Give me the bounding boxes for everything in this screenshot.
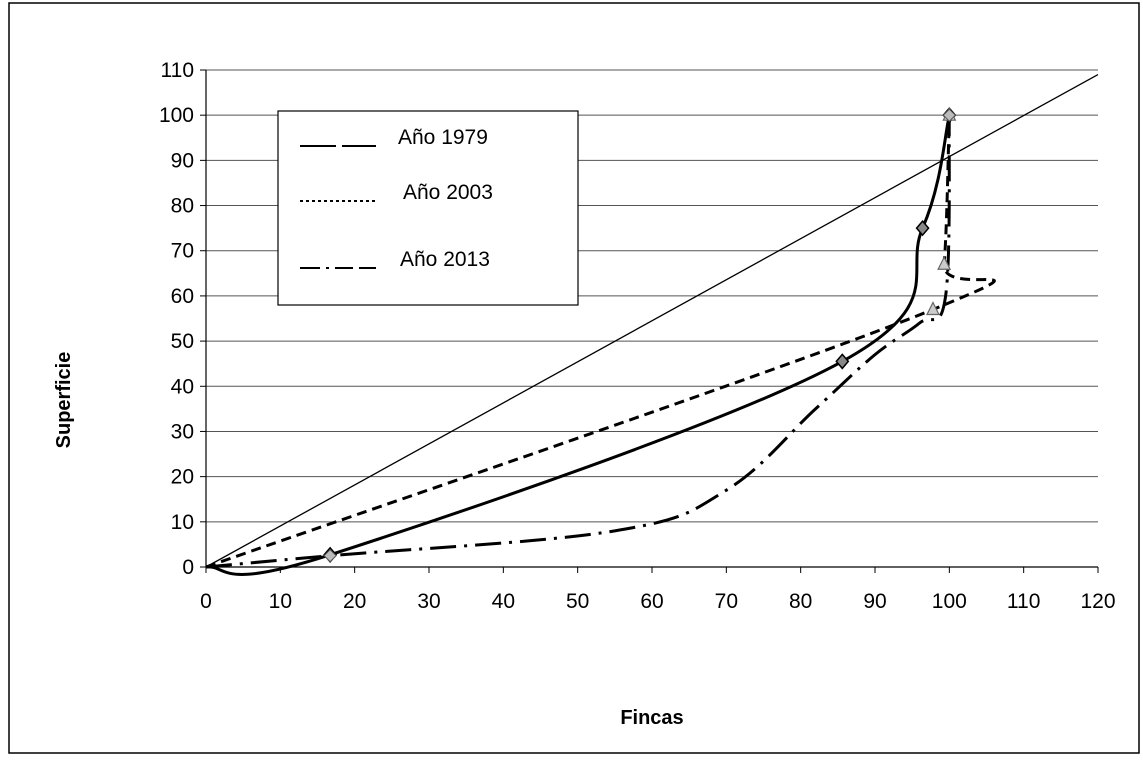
y-tick-label: 70 <box>171 240 194 263</box>
x-tick-label: 40 <box>492 590 515 613</box>
x-tick-label: 80 <box>789 590 812 613</box>
marker-2013 <box>942 108 957 122</box>
x-tick-label: 120 <box>1080 590 1115 613</box>
legend-box <box>277 110 579 306</box>
legend: Año 1979 Año 2003 Año 2013 <box>277 110 579 306</box>
y-tick-label: 80 <box>171 195 194 218</box>
series-line-2 <box>205 115 996 569</box>
legend-label-1: Año 1979 <box>398 126 488 149</box>
x-axis-title: Fincas <box>620 707 683 729</box>
y-tick-label: 100 <box>159 104 194 127</box>
series-line-3 <box>205 115 951 569</box>
legend-label-3: Año 2013 <box>400 248 490 271</box>
marker-2013 <box>323 548 337 563</box>
x-tick-label: 70 <box>715 590 738 613</box>
x-tick-label: 60 <box>640 590 663 613</box>
y-tick-label: 110 <box>161 59 194 82</box>
marker-layer <box>323 106 957 563</box>
x-tick-label: 30 <box>417 590 440 613</box>
x-tick-label: 50 <box>566 590 589 613</box>
marker-2003 <box>926 301 940 316</box>
marker-1979 <box>915 219 930 237</box>
legend-label-2: Año 2003 <box>403 181 493 204</box>
marker-2003 <box>937 255 952 270</box>
y-tick-label: 40 <box>171 375 194 398</box>
y-tick-label: 60 <box>171 285 194 308</box>
x-tick-label: 110 <box>1007 590 1040 613</box>
x-tick-label: 20 <box>343 590 366 613</box>
marker-1979 <box>835 353 850 370</box>
x-tick-label: 10 <box>269 590 292 613</box>
x-tick-label: 0 <box>200 590 212 613</box>
x-tick-label: 90 <box>863 590 886 613</box>
y-tick-label: 30 <box>171 420 194 443</box>
y-axis-title: Superficie <box>53 352 75 449</box>
y-tick-label: 50 <box>171 330 194 353</box>
y-tick-label: 0 <box>182 556 194 579</box>
y-tick-label: 10 <box>171 511 194 534</box>
y-tick-label: 90 <box>171 149 194 172</box>
y-tick-label: 20 <box>171 466 194 489</box>
x-tick-label: 100 <box>932 590 967 613</box>
axis-layer: 0 10 20 30 40 50 60 70 80 90 100 110 0 10 20 30 40 50 60 70… <box>159 59 1116 613</box>
